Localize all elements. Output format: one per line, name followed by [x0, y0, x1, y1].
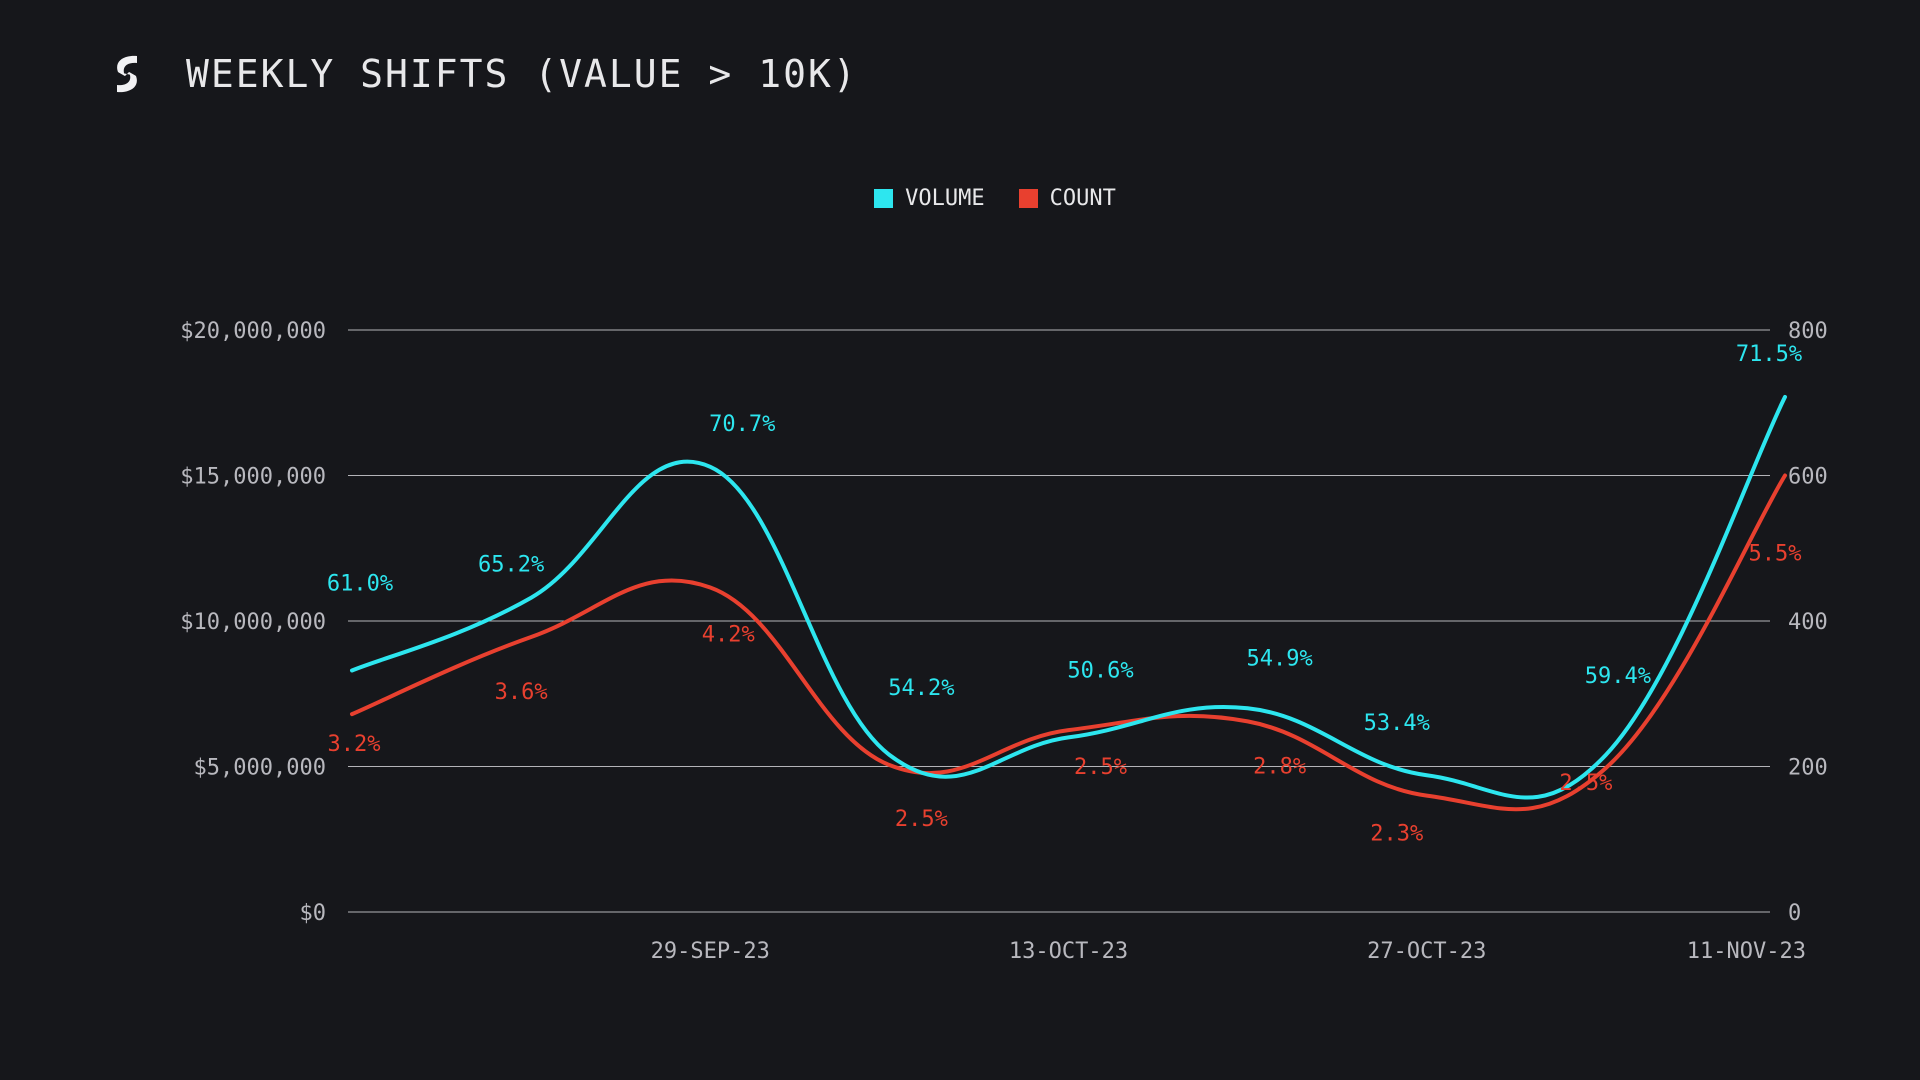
data-label-volume: 61.0%	[327, 571, 393, 596]
data-label-count: 5.5%	[1749, 542, 1802, 567]
data-label-count: 2.5%	[1559, 771, 1612, 796]
data-label-count: 4.2%	[702, 623, 755, 648]
data-label-count: 2.5%	[1074, 755, 1127, 780]
legend-label-count: COUNT	[1049, 186, 1116, 211]
data-label-count: 3.2%	[328, 732, 381, 757]
y-left-tick-label: $5,000,000	[194, 756, 326, 781]
data-label-volume: 53.4%	[1364, 711, 1430, 736]
y-right-tick-label: 200	[1788, 756, 1828, 781]
shapeshift-logo-icon	[117, 55, 137, 93]
y-left-tick-label: $0	[300, 901, 327, 926]
chart-legend: VOLUME COUNT	[0, 186, 1920, 211]
series-line-count	[350, 473, 1787, 812]
y-left-tick-label: $20,000,000	[180, 319, 326, 344]
data-label-volume: 50.6%	[1067, 658, 1133, 683]
x-tick-label: 27-OCT-23	[1367, 939, 1486, 964]
x-tick-label: 29-SEP-23	[651, 939, 770, 964]
y-right-tick-label: 400	[1788, 610, 1828, 635]
y-right-tick-label: 600	[1788, 465, 1828, 490]
x-tick-label: 11-NOV-23	[1687, 939, 1806, 964]
legend-item-volume[interactable]: VOLUME	[874, 186, 985, 211]
legend-swatch-volume	[874, 189, 894, 208]
chart-title: WEEKLY SHIFTS (VALUE > 10K)	[186, 52, 858, 96]
legend-label-volume: VOLUME	[905, 186, 985, 211]
y-right-tick-label: 800	[1788, 319, 1828, 344]
data-label-count: 3.6%	[495, 680, 548, 705]
data-label-count: 2.8%	[1253, 754, 1306, 779]
data-label-volume: 71.5%	[1736, 342, 1802, 367]
y-left-tick-label: $15,000,000	[180, 465, 326, 490]
legend-item-count[interactable]: COUNT	[1018, 186, 1116, 211]
data-label-volume: 65.2%	[478, 553, 544, 578]
y-right-tick-label: 0	[1788, 901, 1801, 926]
data-label-volume: 54.9%	[1247, 646, 1313, 671]
data-label-volume: 59.4%	[1585, 664, 1651, 689]
x-tick-label: 13-OCT-23	[1009, 939, 1128, 964]
data-label-volume: 70.7%	[709, 412, 775, 437]
y-left-tick-label: $10,000,000	[180, 610, 326, 635]
data-label-count: 2.5%	[895, 807, 948, 832]
legend-swatch-count	[1018, 189, 1038, 208]
data-label-volume: 54.2%	[888, 676, 954, 701]
data-label-count: 2.3%	[1370, 822, 1423, 847]
chart-header: WEEKLY SHIFTS (VALUE > 10K)	[110, 52, 858, 96]
series-line-volume	[350, 394, 1787, 800]
